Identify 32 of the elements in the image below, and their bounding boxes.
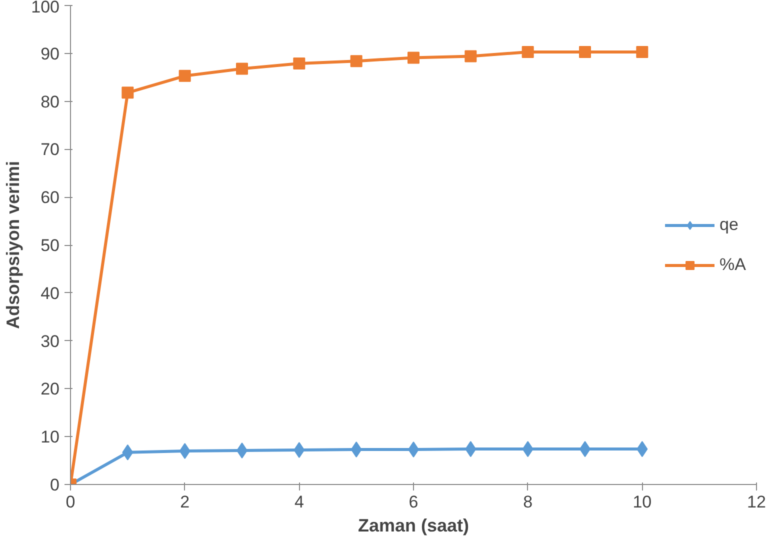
y-tick-label: 90 — [40, 44, 60, 64]
x-tick-label: 8 — [523, 492, 533, 512]
x-tick-label: 4 — [294, 492, 304, 512]
point — [579, 46, 591, 58]
point — [522, 46, 534, 58]
y-tick-label: 80 — [40, 92, 60, 112]
x-tick-label: 6 — [408, 492, 418, 512]
point — [408, 52, 420, 64]
x-tick-label: 0 — [66, 492, 76, 512]
legend-label: %A — [720, 254, 746, 274]
y-axis-title: Adsorpsiyon verimi — [3, 160, 24, 330]
y-tick-label: 60 — [40, 188, 60, 208]
y-tick-label: 30 — [40, 332, 60, 351]
point — [464, 50, 477, 62]
point — [236, 62, 248, 75]
y-tick-label: 70 — [40, 140, 60, 160]
x-tick-label: 2 — [180, 492, 190, 512]
x-axis-title: Zaman (saat) — [358, 516, 470, 536]
y-tick-label: 100 — [31, 0, 60, 16]
point — [178, 70, 191, 82]
y-tick-label: 50 — [40, 236, 60, 255]
point — [122, 86, 134, 99]
point — [636, 46, 648, 58]
y-tick-label: 0 — [50, 476, 60, 494]
x-tick-label: 10 — [632, 492, 652, 512]
y-tick-label: 20 — [40, 380, 60, 399]
point — [350, 55, 362, 68]
legend-label: qe — [720, 214, 740, 234]
y-tick-label: 40 — [40, 284, 60, 303]
point — [293, 57, 306, 70]
y-tick-label: 10 — [40, 428, 60, 447]
x-tick-label: 12 — [747, 492, 766, 512]
